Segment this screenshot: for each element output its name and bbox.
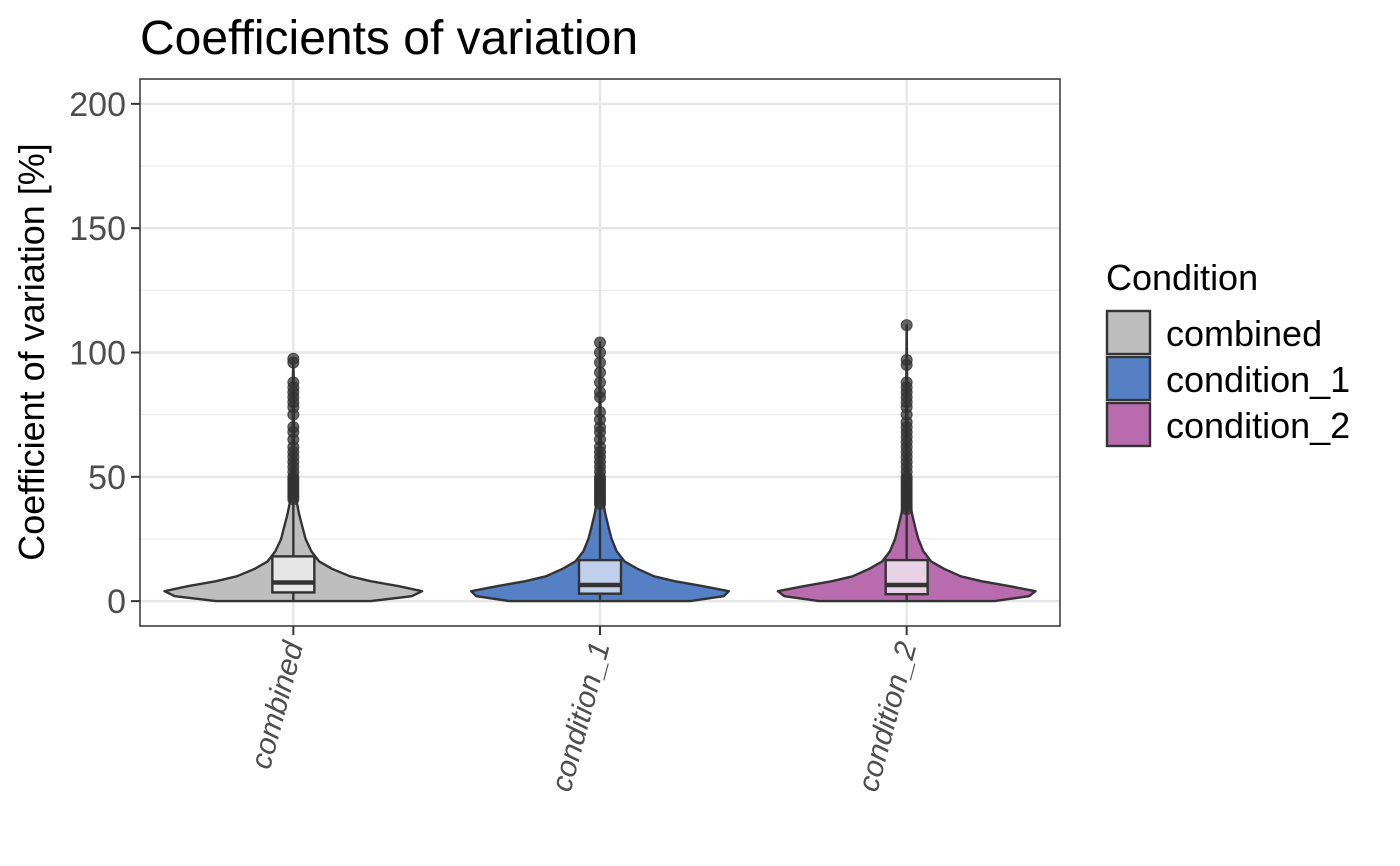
chart-title: Coefficients of variation [140,12,638,65]
outlier-point [594,356,606,369]
box-combined [271,555,316,594]
legend-label-combined: combined [1166,313,1322,354]
outlier-point [594,366,606,379]
x-axis: combined condition_1 condition_2 [245,626,924,795]
y-axis-title: Coefficient of variation [%] [11,143,52,561]
y-tick-label: 50 [88,459,126,497]
y-tick-label: 200 [69,86,126,124]
box-condition_2 [884,558,929,596]
legend-items: combined condition_1 condition_2 [1105,309,1350,448]
x-tick-label: condition_1 [545,638,617,795]
y-tick-label: 150 [69,210,126,248]
outlier-point [594,406,606,419]
legend-key-combined [1105,309,1152,356]
legend-title: Condition [1106,257,1258,298]
legend-label-condition_2: condition_2 [1166,405,1350,446]
y-tick-label: 0 [107,583,126,621]
legend-label-condition_1: condition_1 [1166,359,1350,400]
outlier-point [287,376,300,389]
outlier-point [594,376,606,389]
outlier-point [287,421,300,434]
box-condition_1 [577,558,623,595]
x-tick-label: combined [245,637,311,772]
boxplots [271,325,929,602]
outlier-point [594,346,606,359]
outlier-point [594,386,606,399]
outlier-point [287,352,300,365]
legend-key-condition_2 [1105,401,1152,448]
outlier-points [287,319,913,516]
y-axis: 0 50 100 150 200 [69,86,140,621]
outlier-point [900,319,913,332]
outlier-point [900,376,913,389]
outlier-point [594,336,606,349]
legend: Condition combined condition_1 condition_2 [1105,257,1350,448]
legend-key-condition_1 [1105,355,1152,402]
y-tick-label: 100 [69,335,126,373]
outlier-point [900,353,913,366]
x-tick-label: condition_2 [852,638,924,795]
